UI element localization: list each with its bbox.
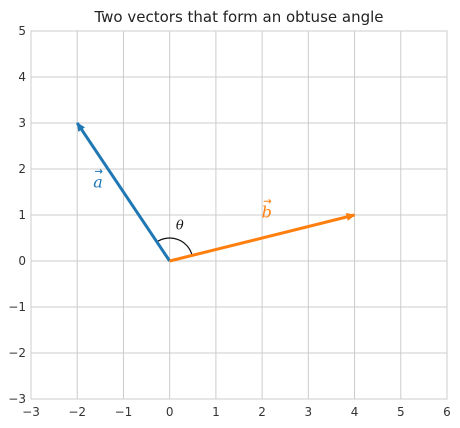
angle-annotation: θ — [156, 219, 193, 256]
grid — [30, 30, 448, 400]
vector-a — [75, 122, 171, 262]
x-tick-label: −1 — [115, 405, 133, 419]
x-tick-label: 5 — [397, 405, 405, 419]
x-tick-label: 4 — [351, 405, 359, 419]
angle-arc — [156, 237, 193, 256]
y-tick-label: 1 — [18, 208, 26, 222]
x-tick-label: 3 — [305, 405, 313, 419]
x-tick-label: −2 — [68, 405, 86, 419]
vector-a-arrow-accent — [95, 169, 103, 174]
tick-labels: −3 −2 −1 0 1 2 3 4 5 6 −3 −2 −1 0 1 2 3 4 5 — [8, 24, 451, 419]
x-tick-label: 6 — [443, 405, 451, 419]
plot-area — [30, 30, 448, 400]
vectors — [75, 122, 356, 263]
y-tick-label: 5 — [18, 24, 26, 38]
vector-b — [169, 213, 356, 263]
y-tick-label: −3 — [8, 392, 26, 406]
vector-b-label: b — [262, 202, 272, 221]
y-tick-label: 2 — [18, 162, 26, 176]
vector-labels: ab — [93, 169, 272, 221]
vector-b-arrow-accent — [263, 198, 272, 204]
y-tick-label: 4 — [18, 70, 26, 84]
angle-label: θ — [176, 219, 184, 234]
y-tick-label: −2 — [8, 346, 26, 360]
chart-title: Two vectors that form an obtuse angle — [93, 8, 383, 26]
x-tick-label: 0 — [166, 405, 174, 419]
y-tick-label: 3 — [18, 116, 26, 130]
y-tick-label: 0 — [18, 254, 26, 268]
x-tick-label: 1 — [212, 405, 220, 419]
vector-a-label: a — [93, 172, 103, 191]
x-tick-label: −3 — [22, 405, 40, 419]
x-tick-label: 2 — [258, 405, 266, 419]
y-tick-label: −1 — [8, 300, 26, 314]
